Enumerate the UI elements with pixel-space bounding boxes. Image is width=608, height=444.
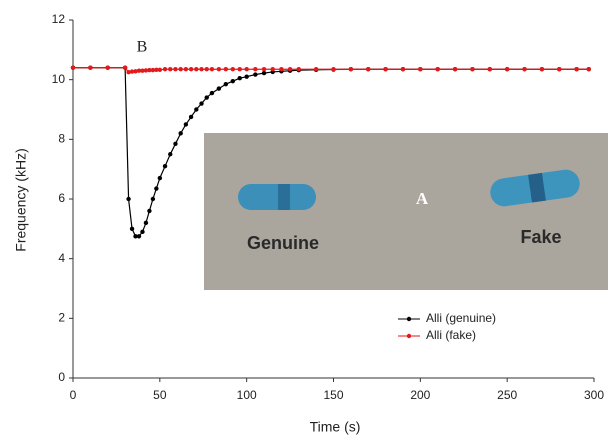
- data-point: [271, 67, 275, 71]
- data-point: [205, 95, 209, 99]
- y-tick-label: 2: [58, 311, 65, 325]
- x-tick-label: 200: [410, 388, 430, 402]
- data-point: [158, 68, 162, 72]
- data-point: [178, 67, 182, 71]
- data-point: [106, 66, 110, 70]
- legend-marker: [407, 317, 411, 321]
- data-point: [574, 67, 578, 71]
- data-point: [168, 67, 172, 71]
- data-point: [189, 115, 193, 119]
- data-point: [314, 67, 318, 71]
- data-point: [587, 67, 591, 71]
- x-tick-label: 100: [237, 388, 257, 402]
- data-point: [418, 67, 422, 71]
- data-point: [123, 66, 127, 70]
- x-tick-label: 0: [70, 388, 77, 402]
- data-point: [540, 67, 544, 71]
- x-tick-label: 300: [584, 388, 604, 402]
- data-point: [470, 67, 474, 71]
- data-point: [224, 82, 228, 86]
- data-point: [126, 197, 130, 201]
- inset-photo: [204, 133, 608, 290]
- data-point: [194, 107, 198, 111]
- data-point: [199, 67, 203, 71]
- data-point: [88, 66, 92, 70]
- data-point: [199, 101, 203, 105]
- data-point: [244, 67, 248, 71]
- data-point: [522, 67, 526, 71]
- x-tick-label: 250: [497, 388, 517, 402]
- y-tick-label: 0: [58, 370, 65, 384]
- x-tick-label: 150: [323, 388, 343, 402]
- data-point: [244, 74, 248, 78]
- data-point: [184, 67, 188, 71]
- data-point: [231, 79, 235, 83]
- y-axis-label: Frequency (kHz): [13, 148, 29, 251]
- x-axis-label: Time (s): [310, 419, 361, 435]
- legend-marker: [407, 334, 411, 338]
- data-point: [331, 67, 335, 71]
- data-point: [262, 67, 266, 71]
- data-point: [279, 67, 283, 71]
- data-point: [217, 86, 221, 90]
- chart: Genuine Fake A B Time (s) Frequency (kHz…: [0, 0, 608, 439]
- data-point: [144, 221, 148, 225]
- data-point: [217, 67, 221, 71]
- data-point: [147, 209, 151, 213]
- data-point: [231, 67, 235, 71]
- data-point: [288, 67, 292, 71]
- data-point: [366, 67, 370, 71]
- data-point: [130, 227, 134, 231]
- data-point: [205, 67, 209, 71]
- legend-label: Alli (genuine): [426, 311, 496, 325]
- data-point: [194, 67, 198, 71]
- data-point: [253, 72, 257, 76]
- legend-label: Alli (fake): [426, 328, 476, 342]
- y-tick-label: 12: [52, 12, 66, 26]
- y-tick-label: 8: [58, 132, 65, 146]
- x-tick-label: 50: [153, 388, 167, 402]
- data-point: [383, 67, 387, 71]
- data-point: [436, 67, 440, 71]
- data-point: [173, 67, 177, 71]
- data-point: [158, 176, 162, 180]
- data-point: [184, 122, 188, 126]
- data-point: [262, 71, 266, 75]
- data-point: [488, 67, 492, 71]
- data-point: [297, 67, 301, 71]
- data-point: [401, 67, 405, 71]
- data-point: [453, 67, 457, 71]
- data-point: [71, 66, 75, 70]
- panel-label: B: [137, 39, 148, 56]
- data-point: [238, 67, 242, 71]
- data-point: [210, 67, 214, 71]
- genuine-capsule: [238, 184, 316, 210]
- data-point: [173, 142, 177, 146]
- data-point: [178, 131, 182, 135]
- data-point: [210, 91, 214, 95]
- y-tick-label: 6: [58, 191, 65, 205]
- data-point: [154, 186, 158, 190]
- inset-fake: Fake: [520, 227, 561, 247]
- data-point: [349, 67, 353, 71]
- y-tick-label: 4: [58, 251, 65, 265]
- y-tick-label: 10: [52, 72, 66, 86]
- data-point: [505, 67, 509, 71]
- data-point: [253, 67, 257, 71]
- data-point: [140, 230, 144, 234]
- data-point: [557, 67, 561, 71]
- inset-genuine: Genuine: [247, 233, 319, 253]
- inset-label: A: [416, 189, 429, 208]
- data-point: [163, 164, 167, 168]
- data-point: [163, 67, 167, 71]
- data-point: [238, 76, 242, 80]
- data-point: [224, 67, 228, 71]
- data-point: [151, 197, 155, 201]
- data-point: [137, 234, 141, 238]
- data-point: [189, 67, 193, 71]
- data-point: [168, 152, 172, 156]
